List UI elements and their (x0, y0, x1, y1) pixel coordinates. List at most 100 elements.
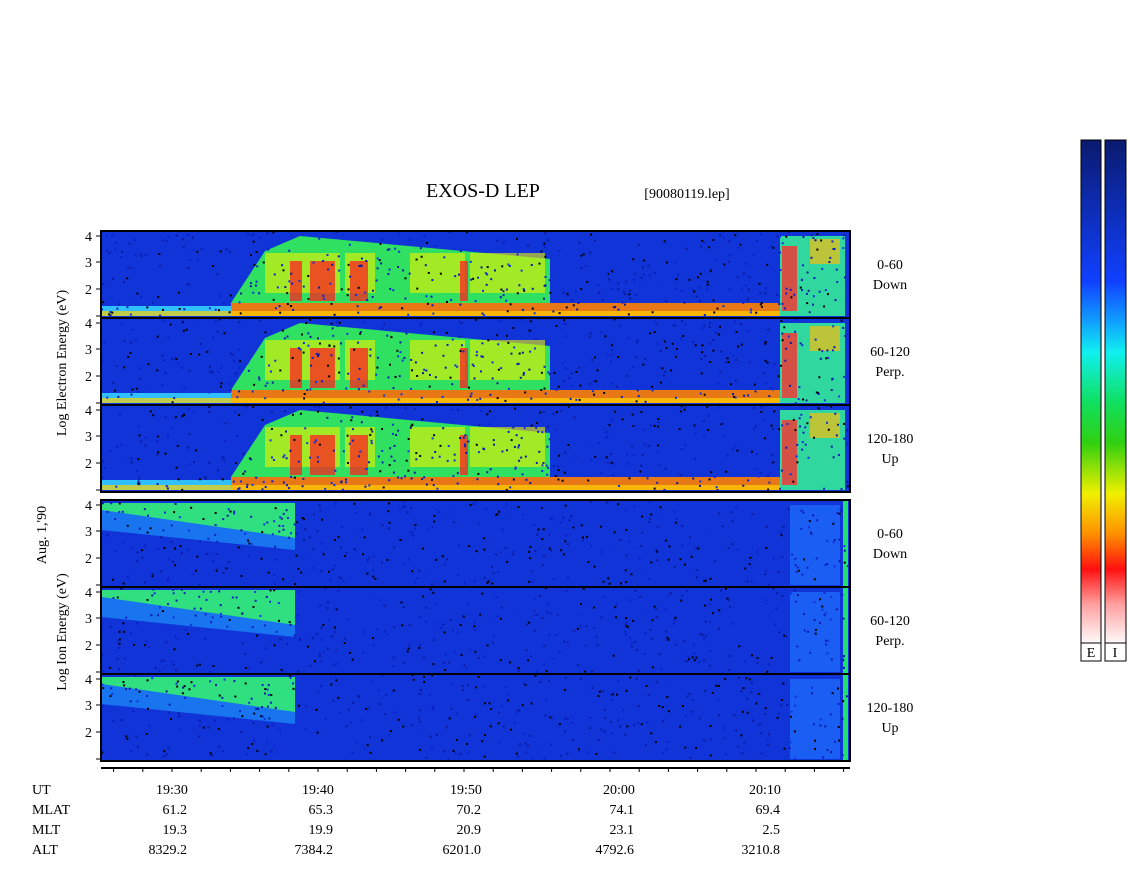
speckle (578, 398, 581, 401)
speckle (737, 265, 740, 268)
speckle (390, 666, 393, 669)
speckle (624, 293, 627, 296)
speckle (603, 282, 606, 285)
speckle (147, 384, 150, 387)
speckle (590, 633, 593, 636)
speckle (674, 643, 677, 646)
speckle (453, 453, 456, 456)
speckle (604, 625, 607, 628)
speckle (806, 630, 809, 633)
speckle (542, 297, 545, 300)
speckle (705, 634, 708, 637)
speckle (846, 429, 849, 432)
speckle (364, 485, 367, 488)
speckle (443, 580, 446, 583)
speckle (633, 723, 636, 726)
speckle (179, 545, 182, 548)
speckle (380, 262, 383, 265)
speckle (346, 332, 349, 335)
speckle (398, 508, 401, 511)
speckle (723, 263, 726, 266)
speckle (175, 599, 178, 602)
speckle (261, 418, 264, 421)
speckle (347, 372, 350, 375)
speckle (108, 666, 111, 669)
speckle (281, 670, 284, 673)
speckle (825, 643, 828, 646)
speckle (365, 468, 368, 471)
speckle (231, 345, 234, 348)
speckle (575, 370, 578, 373)
speckle (101, 308, 104, 311)
speckle (742, 301, 745, 304)
speckle (591, 670, 594, 673)
speckle (507, 430, 510, 433)
speckle (806, 566, 809, 569)
speckle (591, 390, 594, 393)
speckle (796, 594, 799, 597)
speckle (136, 551, 139, 554)
speckle (507, 412, 510, 415)
speckle (734, 396, 737, 399)
speckle (335, 679, 338, 682)
speckle (248, 542, 251, 545)
speckle (661, 512, 664, 515)
speckle (571, 372, 574, 375)
speckle (614, 442, 617, 445)
speckle (451, 338, 454, 341)
speckle (818, 290, 821, 293)
speckle (387, 734, 390, 737)
speckle (600, 525, 603, 528)
speckle (642, 515, 645, 518)
speckle (190, 506, 193, 509)
speckle (303, 664, 306, 667)
speckle (640, 464, 643, 467)
speckle (242, 472, 245, 475)
speckle (392, 387, 395, 390)
speckle (805, 292, 808, 295)
speckle (258, 644, 261, 647)
speckle (701, 744, 704, 747)
speckle (357, 341, 360, 344)
speckle (135, 387, 138, 390)
speckle (653, 487, 656, 490)
speckle (215, 569, 218, 572)
speckle (552, 577, 555, 580)
speckle (567, 405, 570, 408)
speckle (386, 545, 389, 548)
speckle (202, 726, 205, 729)
speckle (796, 645, 799, 648)
speckle (698, 299, 701, 302)
speckle (546, 445, 549, 448)
speckle (793, 589, 796, 592)
speckle (562, 291, 565, 294)
speckle (473, 377, 476, 380)
speckle (238, 390, 241, 393)
speckle (759, 472, 762, 475)
speckle (693, 424, 696, 427)
speckle (776, 716, 779, 719)
speckle (743, 394, 746, 397)
y-tick-label: 3 (85, 343, 92, 358)
speckle (691, 699, 694, 702)
speckle (725, 361, 728, 364)
speckle (721, 422, 724, 425)
speckle (469, 648, 472, 651)
speckle (625, 529, 628, 532)
speckle (376, 522, 379, 525)
time-value: 23.1 (610, 823, 635, 838)
speckle (239, 312, 242, 315)
speckle (256, 749, 259, 752)
speckle (341, 526, 344, 529)
speckle (247, 539, 250, 542)
speckle (635, 294, 638, 297)
speckle (760, 305, 763, 308)
speckle (103, 667, 106, 670)
speckle (640, 723, 643, 726)
speckle (394, 247, 397, 250)
speckle (824, 639, 827, 642)
speckle (366, 740, 369, 743)
speckle (357, 455, 360, 458)
speckle (307, 297, 310, 300)
speckle (533, 347, 536, 350)
